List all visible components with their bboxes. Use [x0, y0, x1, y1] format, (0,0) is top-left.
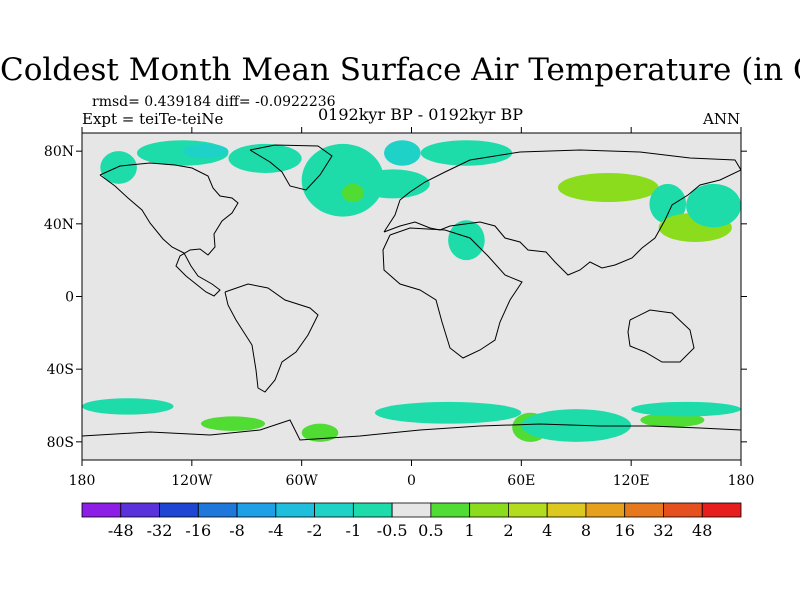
colorbar-label: 1 [465, 521, 475, 540]
coastline-greenland [249, 144, 333, 191]
colorbar-label: -4 [268, 521, 284, 540]
colorbar-swatch [624, 502, 664, 518]
stats-label: rmsd= 0.439184 diff= -0.0922236 [92, 94, 336, 110]
x-tick-label: 180 [728, 473, 755, 489]
anomaly-region [200, 416, 266, 431]
colorbar: -48 -32 -16 -8 -4 -2 -1 -0.5 0.5 1 2 4 8 16 32 48 [81, 502, 742, 540]
colorbar-swatch [391, 502, 432, 518]
anomaly-region [100, 151, 137, 184]
anomaly-region [228, 143, 302, 173]
coastline-layer [82, 144, 741, 441]
colorbar-label: -16 [185, 521, 211, 540]
colorbar-swatch [430, 502, 471, 518]
anomaly-region [82, 398, 174, 415]
colorbar-swatch [314, 502, 354, 518]
anomaly-region [384, 140, 421, 166]
colorbar-label: -8 [229, 521, 245, 540]
anomaly-layer [82, 140, 741, 442]
x-tick-label: 120E [613, 473, 650, 489]
colorbar-swatch [469, 502, 509, 518]
colorbar-swatch [275, 502, 315, 518]
x-tick-label: 0 [407, 473, 416, 489]
colorbar-swatch [352, 502, 393, 518]
anomaly-region [374, 401, 522, 424]
colorbar-swatch [546, 502, 587, 518]
colorbar-label: 32 [653, 521, 673, 540]
coastline-south-america [224, 283, 319, 393]
season-label: ANN [703, 110, 741, 128]
y-tick-label: 40N [44, 217, 74, 233]
chart-title: Coldest Month Mean Surface Air Temperatu… [0, 52, 800, 88]
colorbar-label: -48 [108, 521, 134, 540]
colorbar-label: 48 [692, 521, 712, 540]
colorbar-label: 0.5 [418, 521, 443, 540]
colorbar-swatch [701, 502, 742, 518]
x-tick-label: 60W [286, 473, 319, 489]
x-tick-label: 120W [171, 473, 213, 489]
colorbar-swatch [585, 502, 626, 518]
coastline-australia [627, 309, 695, 363]
anomaly-region [341, 183, 364, 203]
anomaly-region [686, 183, 741, 228]
colorbar-swatch [663, 502, 703, 518]
colorbar-label: 4 [542, 521, 552, 540]
coastline-africa [382, 227, 523, 359]
coastline-europe-asia [383, 149, 741, 276]
colorbar-swatch [159, 502, 199, 518]
anomaly-region [448, 220, 485, 261]
experiment-label: Expt = teiTe-teiNe [82, 110, 224, 128]
coastline-antarctica [82, 419, 741, 441]
colorbar-swatch [508, 502, 548, 518]
y-tick-label: 40S [47, 362, 74, 378]
anomaly-region [420, 140, 513, 166]
y-tick-label: 80S [47, 435, 74, 451]
anomaly-region [301, 423, 339, 442]
anomaly-region [631, 401, 741, 417]
anomaly-region [649, 183, 687, 224]
colorbar-label: -32 [147, 521, 173, 540]
colorbar-label: -2 [307, 521, 323, 540]
anomaly-region [640, 412, 705, 428]
x-axis: 180 120W 60W 0 60E 120E 180 [69, 127, 755, 489]
anomaly-region [356, 169, 430, 199]
colorbar-label: -1 [346, 521, 362, 540]
x-tick-label: 60E [507, 473, 535, 489]
coastline-north-america [99, 162, 239, 297]
y-axis: 80N 40N 0 40S 80S [44, 144, 747, 451]
anomaly-region [301, 143, 385, 217]
colorbar-label: -0.5 [377, 521, 408, 540]
colorbar-label: 16 [615, 521, 635, 540]
period-label: 0192kyr BP - 0192kyr BP [318, 105, 523, 124]
y-tick-label: 80N [44, 144, 74, 160]
colorbar-label: 8 [581, 521, 591, 540]
colorbar-swatch [236, 502, 277, 518]
colorbar-swatch [81, 502, 122, 518]
y-tick-label: 0 [65, 290, 74, 306]
colorbar-label: 2 [503, 521, 513, 540]
colorbar-swatch [120, 502, 160, 518]
anomaly-region [182, 143, 229, 159]
anomaly-region [557, 172, 659, 203]
colorbar-swatch [197, 502, 238, 518]
x-tick-label: 180 [69, 473, 96, 489]
